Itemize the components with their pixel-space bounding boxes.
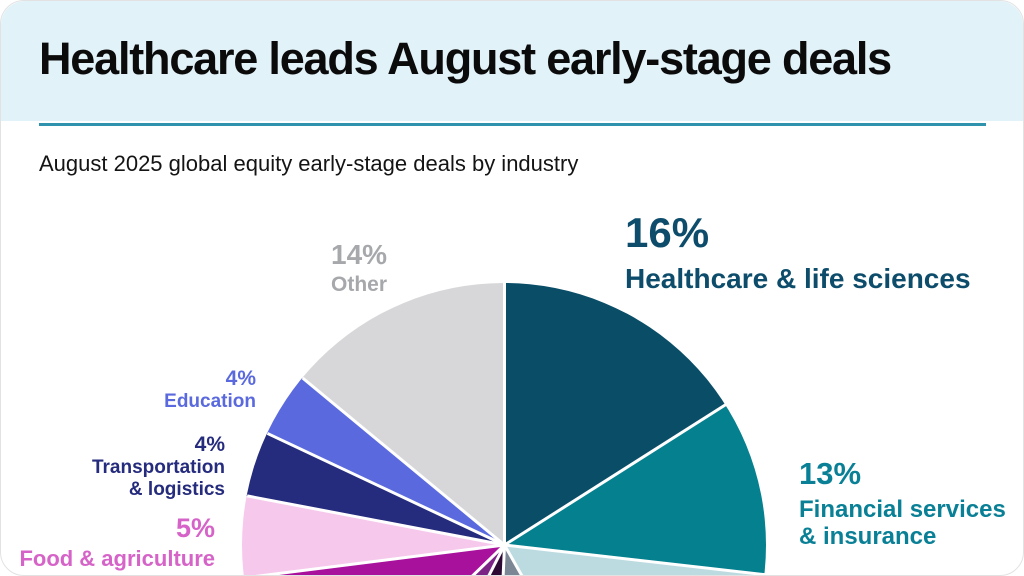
- label-other: 14% Other: [331, 239, 387, 297]
- food-pct: 5%: [175, 513, 215, 543]
- other-pct: 14%: [331, 239, 388, 270]
- financial-name-line2: & insurance: [799, 523, 937, 551]
- label-food: 5% Food & agriculture: [19, 513, 215, 571]
- financial-name-line1: Financial services: [799, 495, 1006, 523]
- healthcare-pct: 16%: [625, 209, 710, 256]
- education-name: Education: [164, 391, 256, 413]
- transportation-name-line1: Transportation: [91, 457, 225, 479]
- label-education: 4% Education: [164, 367, 256, 413]
- header-band: Healthcare leads August early-stage deal…: [1, 1, 1023, 121]
- label-healthcare: 16% Healthcare & life sciences: [625, 209, 971, 295]
- label-financial: 13% Financial services & insurance: [799, 456, 1006, 551]
- chart-subtitle: August 2025 global equity early-stage de…: [39, 151, 579, 176]
- divider-line: [39, 123, 986, 126]
- financial-pct: 13%: [799, 456, 862, 491]
- page-title: Healthcare leads August early-stage deal…: [39, 33, 892, 84]
- healthcare-name: Healthcare & life sciences: [625, 263, 971, 295]
- label-transportation: 4% Transportation & logistics: [92, 433, 225, 501]
- transportation-name-line2: & logistics: [128, 478, 225, 500]
- pie-disc: [242, 283, 766, 575]
- education-pct: 4%: [225, 367, 256, 390]
- food-name: Food & agriculture: [19, 546, 215, 572]
- other-name: Other: [331, 273, 388, 297]
- transportation-pct: 4%: [194, 433, 225, 456]
